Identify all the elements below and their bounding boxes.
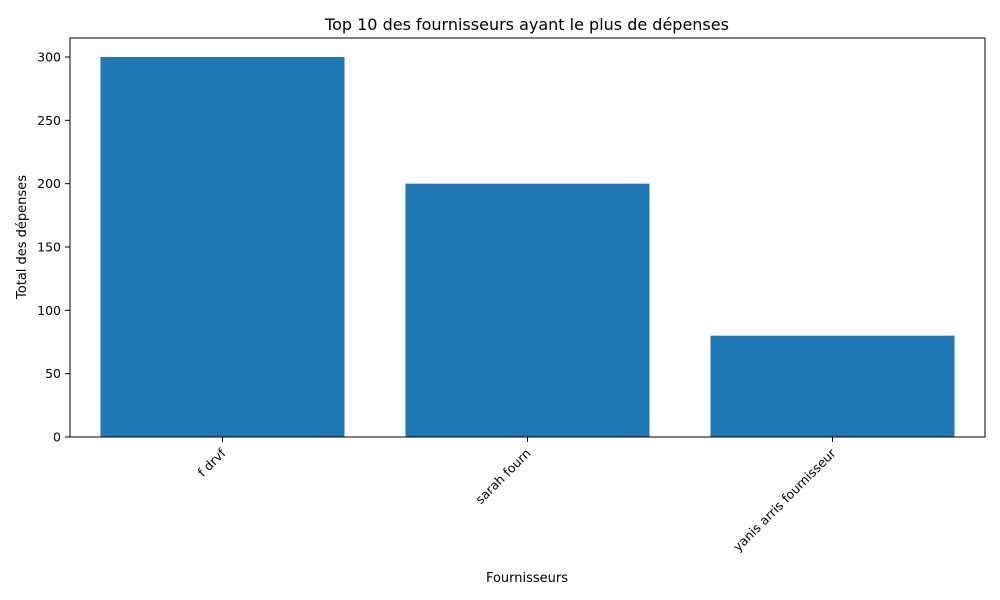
y-tick-label: 250: [37, 113, 61, 128]
y-tick-label: 150: [37, 240, 61, 255]
bar: [710, 335, 955, 437]
y-axis-label: Total des dépenses: [15, 175, 30, 300]
y-axis-ticks: 0 50 100 150 200 250 300: [37, 50, 70, 445]
bar: [100, 57, 345, 437]
plot-frame: [69, 37, 986, 438]
y-tick-label: 50: [45, 366, 61, 381]
chart-title: Top 10 des fournisseurs ayant le plus de…: [324, 15, 729, 34]
y-tick-label: 300: [37, 50, 61, 65]
y-tick-label: 100: [37, 303, 61, 318]
x-axis-ticks: f drvf sarah fourn yanis arris fournisseur: [195, 437, 839, 554]
x-axis-label: Fournisseurs: [486, 571, 568, 586]
x-tick-label: sarah fourn: [472, 446, 533, 507]
y-tick-label: 200: [37, 176, 61, 191]
x-tick-label: f drvf: [195, 445, 230, 480]
y-tick-label: 0: [53, 430, 61, 445]
bar: [405, 183, 650, 437]
bars-group: [100, 57, 955, 437]
x-tick-label: yanis arris fournisseur: [730, 445, 839, 554]
